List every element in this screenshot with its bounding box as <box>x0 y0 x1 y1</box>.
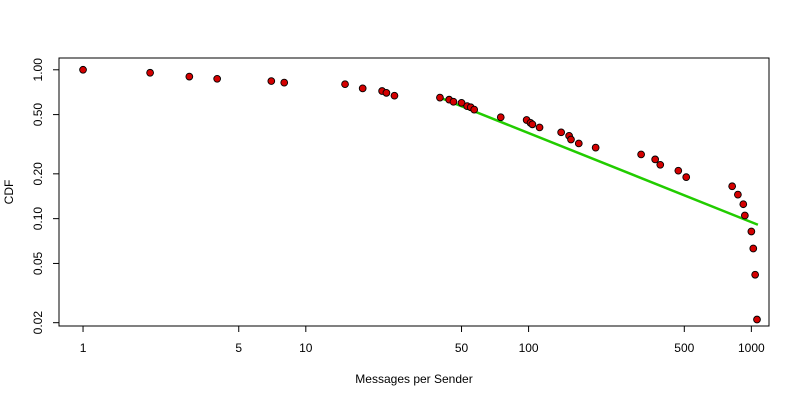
data-point <box>674 166 683 175</box>
data-point <box>749 244 758 253</box>
data-point <box>267 77 276 85</box>
data-points <box>79 65 761 324</box>
data-point <box>79 65 87 74</box>
y-tick-label: 0.05 <box>31 251 45 275</box>
data-point <box>436 93 444 102</box>
y-tick-label: 1.00 <box>31 58 45 82</box>
data-point <box>382 88 391 97</box>
y-tick-label: 0.20 <box>31 162 45 186</box>
x-tick-label: 50 <box>455 341 469 355</box>
x-tick-label: 10 <box>299 341 313 355</box>
data-point <box>739 200 748 209</box>
x-tick-label: 5 <box>235 341 242 355</box>
x-tick-label: 500 <box>674 341 694 355</box>
data-point <box>728 182 737 191</box>
fit-line-group <box>437 95 759 226</box>
data-point <box>637 150 645 159</box>
x-tick-label: 100 <box>519 341 539 355</box>
data-point <box>734 190 742 199</box>
data-point <box>528 120 537 129</box>
data-point <box>449 97 458 106</box>
data-point <box>751 270 760 279</box>
data-point <box>341 80 349 89</box>
data-point <box>185 72 194 81</box>
data-point <box>574 139 583 148</box>
data-point <box>753 315 761 324</box>
y-tick-label: 0.10 <box>31 207 45 231</box>
data-point <box>656 160 665 169</box>
data-point <box>470 105 479 114</box>
data-point <box>457 98 466 107</box>
fit-line <box>437 95 759 226</box>
data-point <box>567 135 575 144</box>
data-point <box>682 173 691 181</box>
x-tick-label: 1 <box>80 341 87 355</box>
plot-frame <box>58 57 770 327</box>
y-tick-label: 0.50 <box>31 103 45 127</box>
y-axis: 0.02 0.05 0.10 0.20 0.50 1.00 <box>31 58 60 335</box>
data-point <box>280 78 289 87</box>
x-tick-label: 1000 <box>738 341 765 355</box>
data-point <box>591 143 600 152</box>
data-point <box>557 128 565 137</box>
data-point <box>496 113 505 122</box>
y-axis-label: CDF <box>2 180 16 205</box>
data-point <box>651 155 660 164</box>
data-point <box>741 211 749 220</box>
data-point <box>146 68 154 77</box>
y-tick-label: 0.02 <box>31 311 45 335</box>
data-point <box>535 123 544 132</box>
data-point <box>747 227 756 236</box>
data-point <box>213 74 222 83</box>
data-point <box>358 84 367 93</box>
x-axis-label: Messages per Sender <box>355 372 472 386</box>
x-axis: 1 5 10 50 100 500 1000 <box>80 325 765 355</box>
data-point <box>390 91 399 100</box>
